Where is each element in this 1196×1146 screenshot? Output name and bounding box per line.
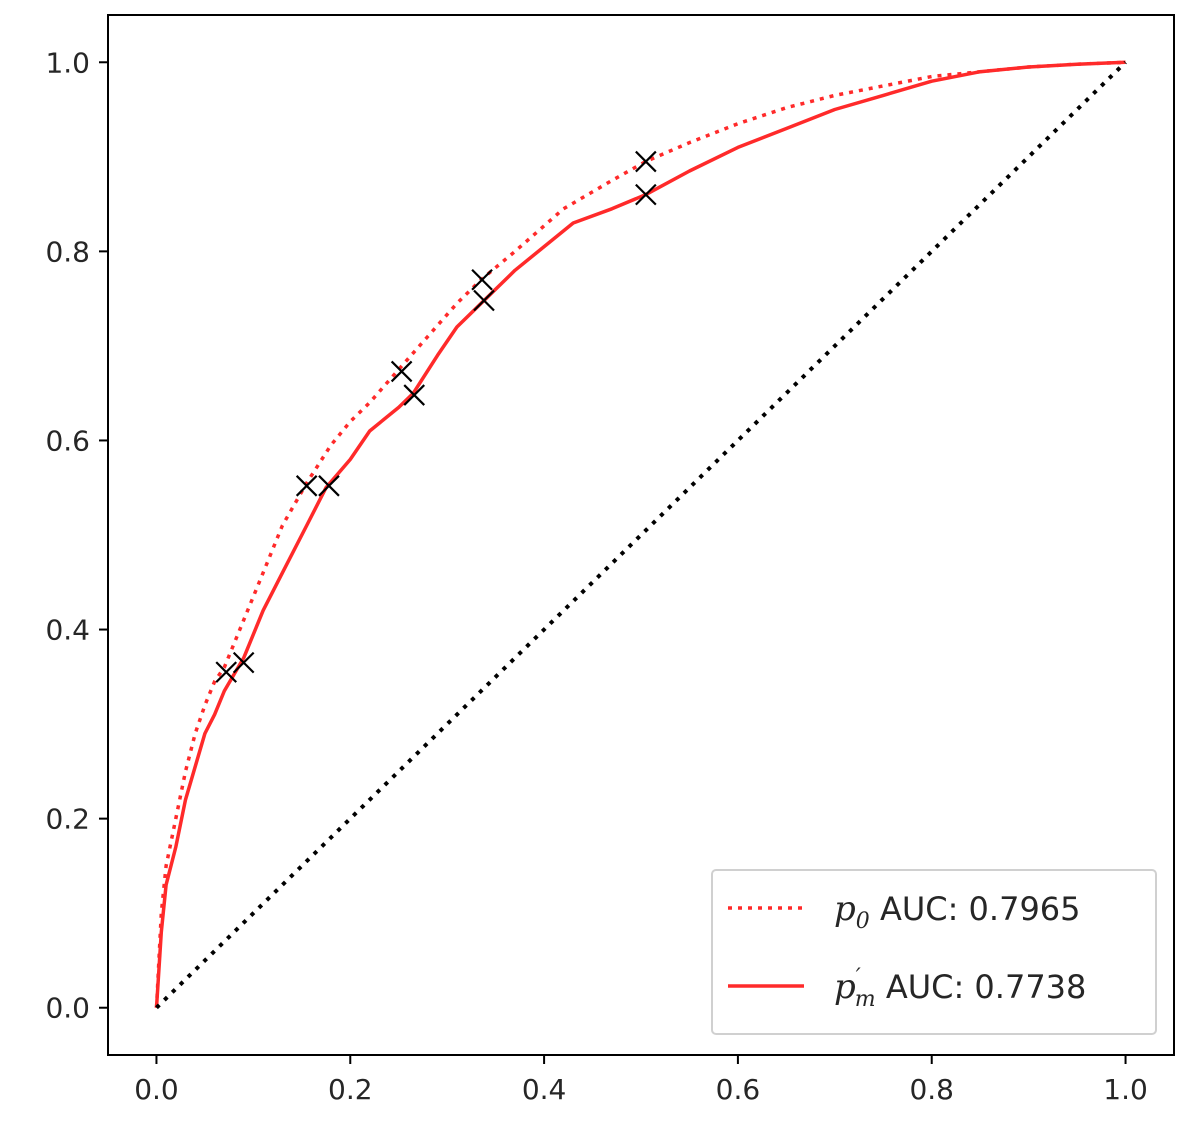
threshold-marker-9 xyxy=(635,183,657,206)
legend-label-pm: p′ m AUC: 0.7738 xyxy=(834,965,1086,1012)
series-layer xyxy=(154,60,1127,1010)
threshold-marker-3 xyxy=(318,475,340,497)
y-axis: 0.0 0.2 0.4 0.6 0.8 1.0 xyxy=(45,46,108,1025)
x-tick-label: 0.2 xyxy=(328,1073,373,1106)
x-tick-label: 0.4 xyxy=(522,1073,567,1106)
marker-layer xyxy=(215,150,657,683)
threshold-marker-1 xyxy=(232,651,255,674)
y-tick-label: 0.8 xyxy=(45,235,90,268)
threshold-marker-0 xyxy=(215,661,238,683)
y-tick-label: 1.0 xyxy=(45,46,90,79)
threshold-marker-2 xyxy=(295,475,318,497)
legend-box xyxy=(711,869,1157,1035)
plot-area-frame xyxy=(107,14,1175,1056)
threshold-marker-6 xyxy=(471,268,493,291)
x-tick-label: 1.0 xyxy=(1103,1073,1148,1106)
y-tick-label: 0.0 xyxy=(45,992,90,1025)
x-axis: 0.0 0.2 0.4 0.6 0.8 1.0 xyxy=(134,1055,1148,1106)
threshold-marker-8 xyxy=(635,150,657,173)
series-line-pm xyxy=(154,60,1126,1008)
legend-label-p0: p0 AUC: 0.7965 xyxy=(834,889,1081,934)
x-tick-label: 0.6 xyxy=(716,1073,761,1106)
threshold-marker-4 xyxy=(390,360,413,383)
legend: p0 AUC: 0.7965 p′ m AUC: 0.7738 xyxy=(711,869,1157,1035)
y-tick-label: 0.6 xyxy=(45,424,90,457)
series-line-p0 xyxy=(154,60,1126,1008)
threshold-marker-7 xyxy=(473,289,495,312)
x-tick-label: 0.0 xyxy=(134,1073,179,1106)
y-tick-label: 0.2 xyxy=(45,803,90,836)
threshold-marker-5 xyxy=(403,384,426,406)
y-tick-label: 0.4 xyxy=(45,614,90,647)
x-tick-label: 0.8 xyxy=(909,1073,954,1106)
